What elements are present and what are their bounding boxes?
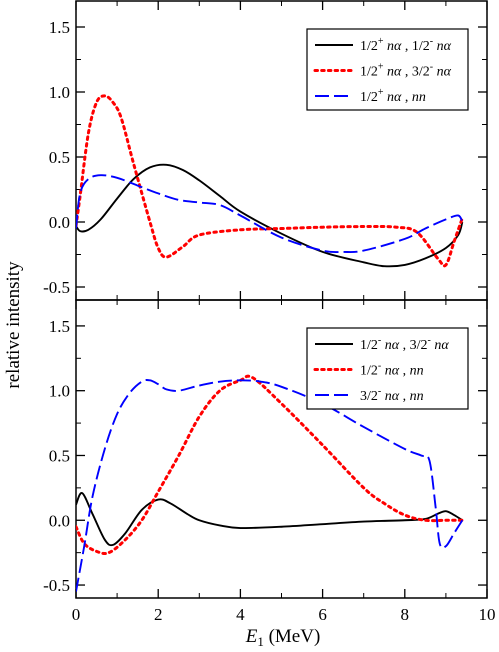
legend-label-1-1: 1/2- nα , nn <box>360 361 424 379</box>
series-line-0-2 <box>76 174 464 254</box>
y-tick-label: -0.5 <box>43 278 70 297</box>
series-line-1-2 <box>76 379 464 592</box>
x-tick-label: 2 <box>154 605 163 624</box>
series-line-1-1 <box>76 374 464 555</box>
top-panel: -0.5 0.0 0.5 1.0 1.5 1/2+ nα , 1/2- nα 1/2+ nα… <box>43 0 488 301</box>
x-tick-label: 8 <box>401 605 410 624</box>
y-axis-title: relative intensity <box>3 261 24 389</box>
legend-label-0-2: 1/2+ nα , nn <box>360 87 426 105</box>
y-tick-label: 1.0 <box>49 83 70 102</box>
series-line-0-0 <box>76 163 464 268</box>
legend-box <box>306 28 469 111</box>
bottom-panel: -0.5 0.0 0.5 1.0 1.5 0 2 4 6 8 10 1/2- nα , 3/2- nα… <box>43 299 496 624</box>
y-tick-label: 0.5 <box>49 148 70 167</box>
y-tick-label: 0.0 <box>49 511 70 530</box>
y-tick-label: 1.5 <box>49 317 70 336</box>
y-tick-label: 1.0 <box>49 382 70 401</box>
x-axis-title: E1 (MeV) <box>245 626 321 649</box>
x-tick-label: 6 <box>318 605 327 624</box>
y-tick-label: 0.0 <box>49 213 70 232</box>
legend-label-0-0: 1/2+ nα , 1/2- nα <box>360 36 452 54</box>
x-tick-label: 4 <box>236 605 245 624</box>
legend-box <box>306 327 469 410</box>
y-tick-label: -0.5 <box>43 576 70 595</box>
y-tick-label: 0.5 <box>49 446 70 465</box>
series-line-0-1 <box>76 94 464 268</box>
y-tick-label: 1.5 <box>49 18 70 37</box>
x-tick-label: 10 <box>479 605 496 624</box>
series-line-1-0 <box>76 492 463 547</box>
legend-label-1-0: 1/2- nα , 3/2- nα <box>360 335 449 353</box>
legend-label-0-1: 1/2+ nα , 3/2- nα <box>360 62 452 80</box>
legend-label-1-2: 3/2- nα , nn <box>360 386 424 404</box>
x-tick-label: 0 <box>72 605 81 624</box>
